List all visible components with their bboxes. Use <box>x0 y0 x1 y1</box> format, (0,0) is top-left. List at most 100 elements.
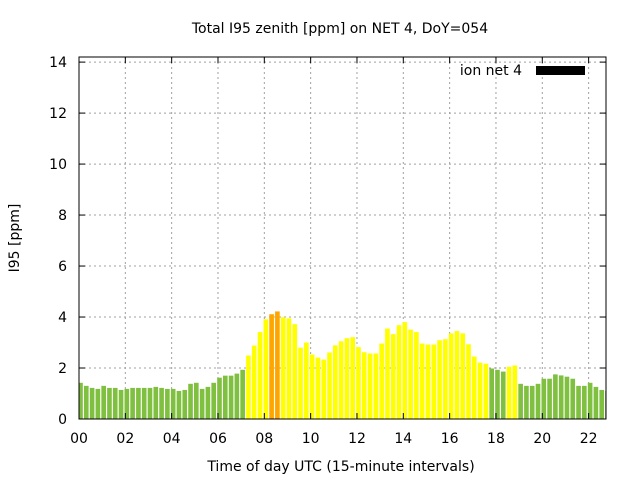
bar <box>390 334 396 419</box>
bar <box>263 319 269 419</box>
bar <box>379 343 384 419</box>
legend-label: ion net 4 <box>460 63 522 79</box>
bar <box>518 383 523 419</box>
bar <box>118 389 124 419</box>
bar <box>419 343 425 419</box>
bar <box>89 387 95 419</box>
bar <box>107 387 112 419</box>
bar <box>587 382 593 419</box>
bar <box>112 387 118 419</box>
bar <box>338 341 344 419</box>
bar <box>147 387 153 419</box>
x-tick-label: 10 <box>302 431 320 447</box>
bar <box>529 385 535 419</box>
x-tick-label: 16 <box>441 431 459 447</box>
bar <box>344 338 350 419</box>
bar <box>506 366 512 419</box>
bar <box>373 353 379 419</box>
grid <box>79 57 606 419</box>
bar <box>79 382 83 419</box>
bar <box>136 387 141 419</box>
x-tick-label: 18 <box>487 431 505 447</box>
y-axis-label: I95 [ppm] <box>7 204 23 273</box>
bar <box>402 322 408 419</box>
bar <box>558 375 564 419</box>
bar <box>257 332 263 419</box>
bar <box>570 378 576 419</box>
bar <box>176 390 182 419</box>
bar <box>448 333 454 419</box>
x-tick-label: 08 <box>255 431 273 447</box>
bar <box>182 389 188 419</box>
bar <box>408 329 413 419</box>
bar <box>367 353 373 419</box>
bar <box>437 340 442 419</box>
bar <box>153 386 159 419</box>
bar <box>234 373 240 419</box>
bar <box>269 314 274 419</box>
bar <box>414 332 419 419</box>
bar <box>199 388 205 419</box>
x-tick-label: 02 <box>116 431 134 447</box>
bar <box>101 385 106 419</box>
chart-title: Total I95 zenith [ppm] on NET 4, DoY=054 <box>191 21 488 37</box>
y-tick-label: 2 <box>58 361 67 377</box>
bar <box>211 382 217 419</box>
bar <box>292 324 298 419</box>
bar <box>240 369 245 419</box>
bar <box>298 347 303 419</box>
bar <box>124 388 130 419</box>
x-tick-label: 20 <box>533 431 551 447</box>
bar <box>454 331 460 419</box>
bar <box>431 344 437 419</box>
x-tick-label: 12 <box>348 431 366 447</box>
x-tick-label: 04 <box>163 431 181 447</box>
bar <box>141 387 147 419</box>
x-axis-label: Time of day UTC (15-minute intervals) <box>206 459 474 475</box>
bar <box>159 387 164 419</box>
x-tick-label: 06 <box>209 431 227 447</box>
bar <box>170 388 176 419</box>
bar <box>130 387 135 419</box>
y-tick-label: 4 <box>58 310 67 326</box>
bar <box>466 344 471 419</box>
plot-frame <box>78 56 607 420</box>
y-tick-label: 0 <box>58 412 67 428</box>
bar <box>275 311 280 419</box>
y-tick-label: 6 <box>58 259 67 275</box>
bar <box>228 375 234 419</box>
bar <box>489 368 494 419</box>
x-tick-label: 22 <box>580 431 598 447</box>
bar <box>564 376 570 419</box>
bar <box>165 388 170 419</box>
bar <box>443 339 448 419</box>
bar <box>327 352 332 419</box>
bar <box>280 317 286 419</box>
bar <box>246 355 251 419</box>
bar <box>304 342 309 419</box>
legend-swatch <box>536 66 585 75</box>
bar <box>95 388 101 419</box>
bar <box>599 389 605 419</box>
bar <box>483 363 489 419</box>
bar <box>321 359 327 419</box>
bars <box>79 311 606 419</box>
bar <box>541 378 547 419</box>
bar <box>332 345 338 419</box>
bar <box>582 385 587 419</box>
bar <box>361 352 367 419</box>
bar <box>205 386 211 419</box>
bar <box>576 385 581 419</box>
bar <box>547 378 552 419</box>
bar <box>524 385 529 419</box>
bar <box>495 369 500 419</box>
bar <box>222 375 228 419</box>
bar <box>425 344 431 419</box>
bar <box>188 383 193 419</box>
bar <box>500 371 506 419</box>
bar <box>385 328 390 419</box>
bar <box>593 386 599 419</box>
